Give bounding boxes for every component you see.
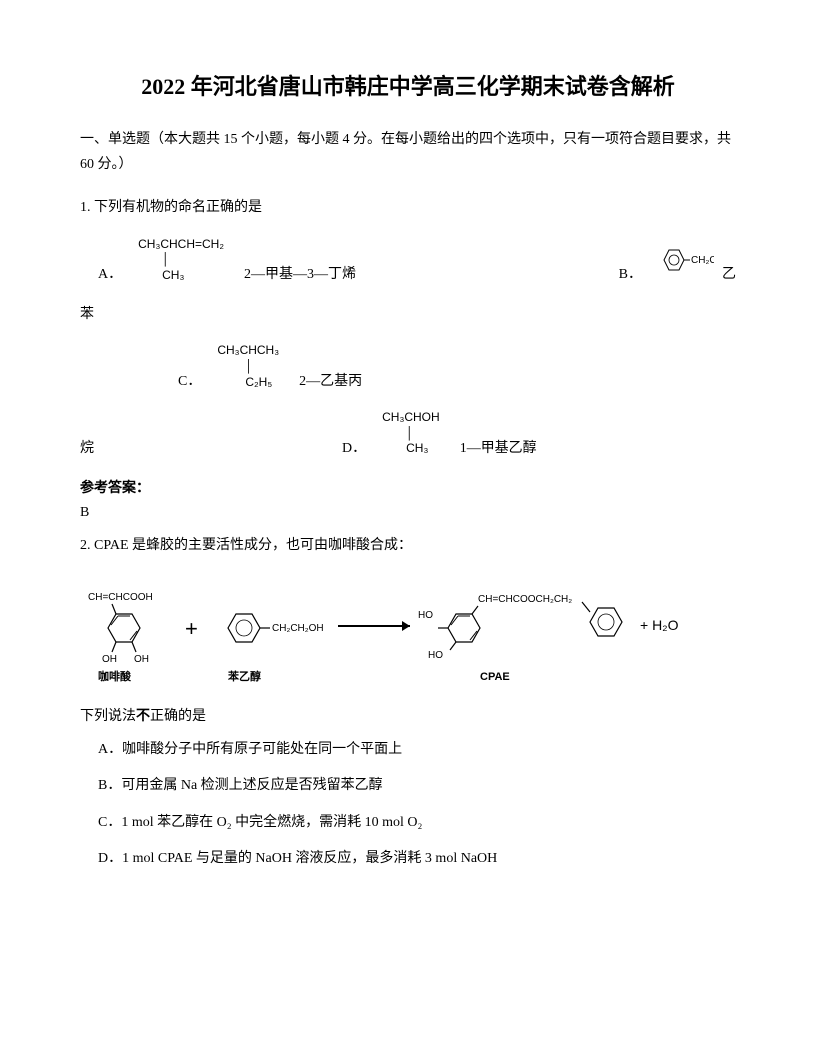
q2-optC: C．1 mol 苯乙醇在 O₂ 中完全燃烧，需消耗 10 mol O₂ bbox=[98, 812, 736, 834]
q1-optA-name: 2—甲基—3—丁烯 bbox=[244, 263, 356, 283]
q1-optD-line1: CH₃CHOH bbox=[382, 410, 440, 426]
q1-answer: B bbox=[80, 505, 736, 521]
question-2: 2. CPAE 是蜂胶的主要活性成分，也可由咖啡酸合成： CH=CHCOOH O… bbox=[80, 533, 736, 871]
q2-optD: D．1 mol CPAE 与足量的 NaOH 溶液反应，最多消耗 3 mol N… bbox=[98, 848, 736, 870]
q1-optD-name: 1—甲基乙醇 bbox=[460, 437, 537, 457]
q1-answer-label: 参考答案： bbox=[80, 477, 736, 497]
q1-optD-line2: CH₃ bbox=[382, 441, 440, 457]
q1-optC-structure: CH₃CHCH₃ │ C₂H₅ bbox=[217, 343, 279, 390]
svg-text:HO: HO bbox=[418, 610, 433, 621]
q1-optD-label: D． bbox=[342, 437, 366, 457]
q2-optB: B．可用金属 Na 检测上述反应是否残留苯乙醇 bbox=[98, 775, 736, 797]
exam-title: 2022 年河北省唐山市韩庄中学高三化学期末试卷含解析 bbox=[80, 70, 736, 103]
q1-optB-name1: 乙 bbox=[722, 263, 736, 283]
svg-text:HO: HO bbox=[428, 650, 443, 661]
q2-text: 2. CPAE 是蜂胶的主要活性成分，也可由咖啡酸合成： bbox=[80, 533, 736, 558]
q1-row-d: 烷 D． CH₃CHOH │ CH₃ 1—甲基乙醇 bbox=[80, 410, 736, 457]
q1-optB-name2-row: 苯 bbox=[80, 303, 736, 323]
svg-text:CH₂CH₂OH: CH₂CH₂OH bbox=[272, 623, 324, 634]
q1-optA-label: A． bbox=[98, 263, 122, 283]
svg-text:OH: OH bbox=[134, 654, 149, 665]
q2-reaction-diagram: CH=CHCOOH OH OH 咖啡酸 + CH₂CH₂OH 苯乙醇 HO bbox=[80, 568, 736, 693]
q1-optD-structure: CH₃CHOH │ CH₃ bbox=[382, 410, 440, 457]
question-1: 1. 下列有机物的命名正确的是 A． CH₃CHCH=CH₂ │ CH₃ 2—甲… bbox=[80, 195, 736, 521]
q1-text: 1. 下列有机物的命名正确的是 bbox=[80, 195, 736, 220]
svg-text:苯乙醇: 苯乙醇 bbox=[227, 669, 261, 683]
svg-text:CH=CHCOOH: CH=CHCOOH bbox=[88, 592, 153, 603]
benzene-icon: CH₂CH₃ bbox=[654, 242, 714, 283]
q1-optA-line2b: CH₃ bbox=[138, 268, 224, 284]
q1-optC-line1: CH₃CHCH₃ bbox=[217, 343, 279, 359]
svg-text:CH₂CH₃: CH₂CH₃ bbox=[691, 255, 714, 266]
svg-text:+: + bbox=[185, 616, 198, 641]
svg-text:+ H₂O: + H₂O bbox=[640, 617, 679, 633]
svg-text:CPAE: CPAE bbox=[480, 671, 510, 683]
q1-optC-bar: │ bbox=[217, 359, 279, 375]
q1-optA-line2: │ bbox=[138, 252, 224, 268]
q1-optA-structure: CH₃CHCH=CH₂ │ CH₃ bbox=[138, 237, 224, 284]
q1-optB-label: B． bbox=[619, 263, 642, 283]
svg-text:CH=CHCOOCH₂CH₂: CH=CHCOOCH₂CH₂ bbox=[478, 594, 572, 605]
q1-optC-label: C． bbox=[178, 370, 201, 390]
q1-optC-name2: 烷 bbox=[80, 437, 94, 457]
q2-optA: A．咖啡酸分子中所有原子可能处在同一个平面上 bbox=[98, 739, 736, 761]
q1-optD-bar: │ bbox=[382, 426, 440, 442]
q1-row-c: C． CH₃CHCH₃ │ C₂H₅ 2—乙基丙 bbox=[160, 343, 736, 390]
svg-text:咖啡酸: 咖啡酸 bbox=[98, 669, 132, 683]
svg-text:OH: OH bbox=[102, 654, 117, 665]
q2-options: A．咖啡酸分子中所有原子可能处在同一个平面上 B．可用金属 Na 检测上述反应是… bbox=[80, 739, 736, 871]
q1-optC-name1: 2—乙基丙 bbox=[299, 370, 362, 390]
q1-optB-name2: 苯 bbox=[80, 307, 94, 322]
q1-optA-line1: CH₃CHCH=CH₂ bbox=[138, 237, 224, 253]
q1-optC-line2: C₂H₅ bbox=[217, 375, 279, 391]
q1-row-ab: A． CH₃CHCH=CH₂ │ CH₃ 2—甲基—3—丁烯 B． CH₂CH₃… bbox=[80, 237, 736, 284]
section-header: 一、单选题（本大题共 15 个小题，每小题 4 分。在每小题给出的四个选项中，只… bbox=[80, 127, 736, 177]
q2-stem2: 下列说法不正确的是 bbox=[80, 705, 736, 725]
